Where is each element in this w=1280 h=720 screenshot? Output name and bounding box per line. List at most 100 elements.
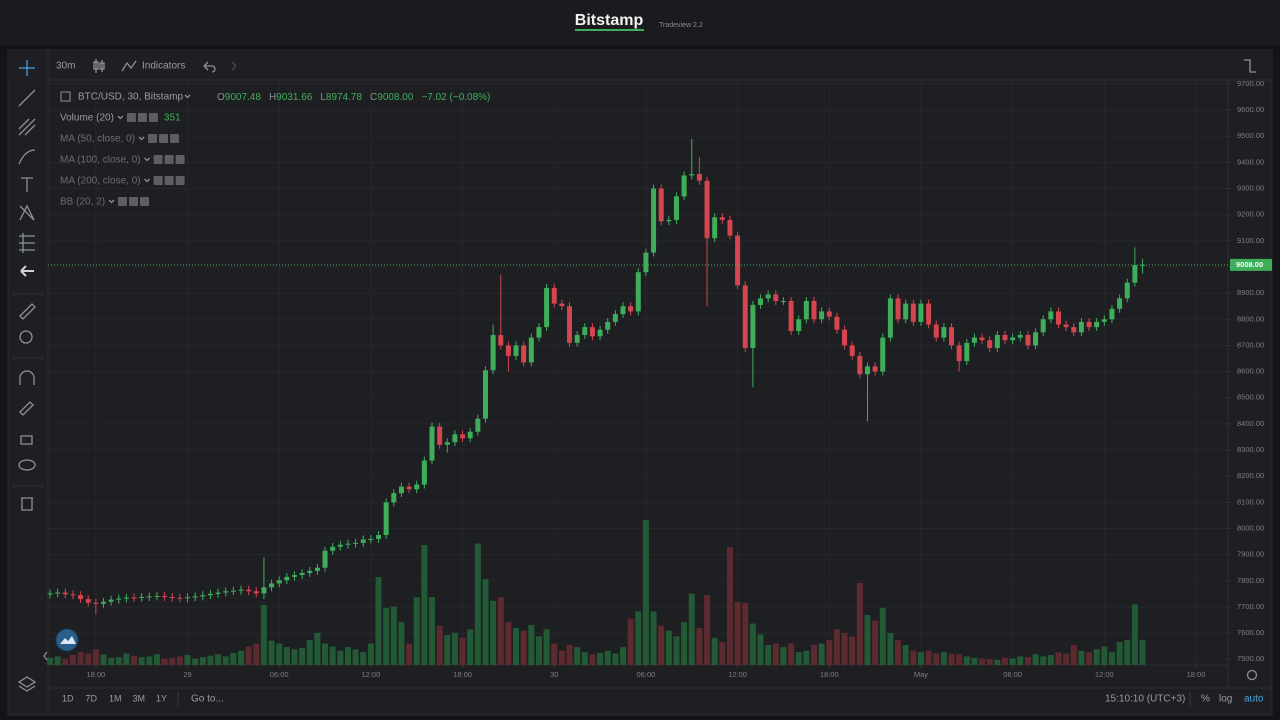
volume-bar (879, 607, 886, 665)
study-menu[interactable] (117, 115, 124, 120)
chart-style-button[interactable] (93, 59, 105, 73)
header-bar (0, 0, 1280, 45)
measure-tool[interactable] (19, 303, 36, 320)
candle-body (398, 486, 404, 494)
indicators-icon[interactable] (121, 60, 137, 72)
trendline-tool[interactable] (18, 89, 36, 107)
x-tick-label: 18:00 (453, 670, 472, 679)
x-tick-label: 06:00 (637, 670, 656, 679)
study-action[interactable] (164, 155, 174, 164)
range-button[interactable]: 1Y (156, 693, 167, 703)
goto-button[interactable]: Go to... (191, 694, 224, 705)
volume-bar (818, 643, 825, 665)
candle-body (712, 217, 718, 239)
prediction-tool[interactable] (20, 265, 34, 277)
candle-body (185, 597, 191, 599)
candle-body (895, 298, 901, 320)
candle-body (261, 587, 267, 594)
candle-body (100, 601, 106, 604)
candle-body (842, 329, 848, 346)
volume-bar (199, 657, 206, 665)
study-action[interactable] (129, 197, 139, 206)
candle-body (505, 345, 511, 356)
log-toggle[interactable]: log (1219, 694, 1232, 705)
study-menu[interactable] (108, 199, 115, 204)
volume-bar (696, 627, 703, 665)
study-action[interactable] (126, 113, 136, 122)
pattern-tool[interactable] (19, 204, 35, 221)
symbol-menu[interactable] (184, 94, 191, 99)
study-label[interactable]: MA (100, close, 0) (60, 155, 141, 166)
study-label[interactable]: BB (20, 2) (60, 197, 105, 208)
study-action[interactable] (148, 113, 158, 122)
y-tick-label: 9600.00 (1237, 105, 1264, 114)
volume-bar (1086, 652, 1093, 665)
study-action[interactable] (148, 134, 158, 143)
percent-toggle[interactable]: % (1201, 694, 1210, 705)
candle-body (834, 316, 840, 330)
symbol-toggle[interactable] (60, 91, 71, 102)
brand-title[interactable]: Bitstamp (575, 12, 644, 29)
candle-body (452, 434, 458, 443)
redo-button[interactable] (231, 61, 237, 71)
auto-toggle[interactable]: auto (1244, 694, 1264, 705)
study-action[interactable] (164, 176, 174, 185)
ohlc-values: O9007.48 H9031.66 L8974.78 C9008.00 −7.02 (−… (217, 92, 490, 103)
symbol-label[interactable]: BTC/USD, 30, Bitstamp (78, 92, 183, 103)
study-action[interactable] (153, 155, 163, 164)
candle-body (742, 285, 748, 349)
study-action[interactable] (159, 134, 169, 143)
candle-body (177, 597, 183, 599)
text-tool[interactable] (21, 177, 33, 192)
range-button[interactable]: 7D (86, 693, 98, 703)
range-button[interactable]: 3M (133, 693, 146, 703)
study-action[interactable] (170, 134, 180, 143)
study-label[interactable]: MA (200, close, 0) (60, 176, 141, 187)
brand-version: Tradeview 2.2 (659, 22, 703, 29)
indicators-button[interactable]: Indicators (142, 61, 185, 72)
range-button[interactable]: 1D (62, 693, 74, 703)
crosshair-tool[interactable] (19, 60, 35, 76)
fib-tool[interactable] (19, 233, 35, 253)
study-menu[interactable] (138, 136, 145, 141)
study-menu[interactable] (144, 157, 151, 162)
candle-body (498, 334, 504, 346)
volume-bar (451, 632, 458, 665)
brush-tool[interactable] (18, 149, 36, 165)
study-action[interactable] (140, 197, 150, 206)
volume-bar (131, 655, 138, 665)
study-menu[interactable] (144, 178, 151, 183)
study-action[interactable] (175, 176, 185, 185)
volume-bar (994, 660, 1001, 665)
zoom-tool[interactable] (19, 330, 33, 344)
volume-bar (734, 602, 741, 665)
lock-drawing-tool[interactable] (19, 401, 34, 416)
candle-body (544, 287, 550, 328)
volume-bar (979, 658, 986, 665)
volume-bar (115, 657, 122, 665)
candle-body (200, 595, 206, 597)
candle-body (574, 334, 580, 343)
study-action[interactable] (137, 113, 147, 122)
undo-button[interactable] (203, 61, 216, 73)
study-label[interactable]: Volume (20) (60, 113, 114, 124)
delete-tool[interactable] (21, 497, 33, 511)
range-button[interactable]: 1M (109, 693, 122, 703)
volume-bar (467, 629, 474, 665)
collapse-arrow[interactable] (43, 651, 48, 661)
study-action[interactable] (118, 197, 128, 206)
candle-body (796, 319, 802, 332)
lock-tool[interactable] (20, 435, 33, 445)
settings-button[interactable] (1246, 669, 1258, 681)
candle-body (1094, 321, 1100, 328)
study-action[interactable] (175, 155, 185, 164)
magnet-tool[interactable] (19, 370, 35, 385)
fullscreen-button[interactable] (1244, 59, 1256, 73)
layers-button[interactable] (17, 676, 37, 692)
study-action[interactable] (153, 176, 163, 185)
interval-button[interactable]: 30m (56, 61, 75, 72)
pitchfork-tool[interactable] (18, 118, 36, 136)
visibility-tool[interactable] (18, 459, 36, 471)
study-label[interactable]: MA (50, close, 0) (60, 134, 135, 145)
candle-body (85, 599, 91, 603)
